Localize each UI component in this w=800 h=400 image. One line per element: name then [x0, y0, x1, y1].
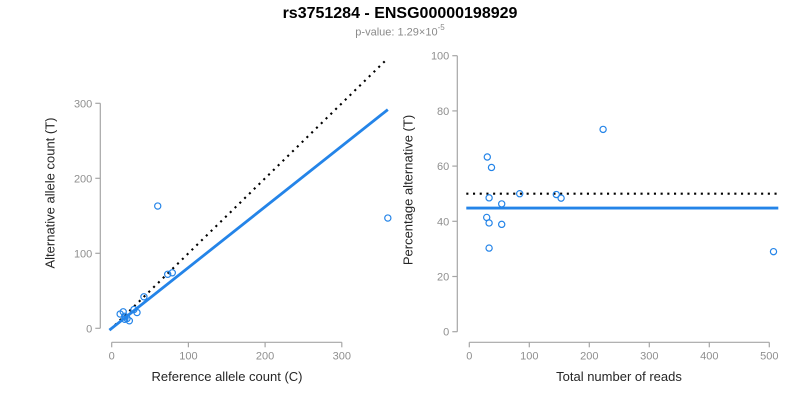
y-tick-label: 100 — [74, 248, 92, 260]
data-point — [163, 270, 172, 278]
data-point — [119, 308, 127, 316]
x-tick-label: 300 — [640, 350, 658, 362]
right-x-axis-title: Total number of reads — [556, 369, 682, 384]
left-x-axis-title: Reference allele count (C) — [151, 369, 303, 384]
x-tick-label: 200 — [256, 350, 274, 362]
x-tick-label: 0 — [466, 350, 472, 362]
p-value-label: p-value: 1.29×10-5 — [0, 23, 800, 39]
y-tick-label: 0 — [443, 327, 449, 339]
data-point — [599, 125, 607, 134]
data-point — [133, 308, 141, 317]
data-point — [487, 163, 496, 172]
x-tick-label: 500 — [760, 350, 778, 362]
data-point — [168, 269, 176, 277]
y-tick-label: 200 — [74, 173, 92, 185]
x-tick-label: 0 — [109, 350, 115, 362]
data-point — [483, 153, 491, 161]
x-tick-label: 100 — [179, 350, 197, 362]
data-point — [125, 317, 134, 325]
y-tick-label: 300 — [74, 98, 92, 110]
data-point — [485, 194, 493, 202]
data-point — [485, 244, 493, 252]
data-point — [557, 194, 565, 202]
p-value-mantissa: 1.29×10 — [397, 26, 438, 39]
p-value-prefix: p-value: — [355, 26, 398, 39]
y-tick-label: 0 — [86, 323, 92, 335]
x-tick-label: 100 — [520, 350, 538, 362]
data-point — [140, 293, 148, 301]
data-point — [121, 312, 129, 320]
y-tick-label: 20 — [437, 272, 449, 284]
data-point — [498, 220, 506, 229]
data-point — [498, 200, 506, 208]
data-point — [384, 214, 392, 222]
y-tick-label: 60 — [437, 161, 449, 173]
y-tick-label: 80 — [437, 106, 449, 118]
data-point — [123, 314, 131, 323]
chart-title: rs3751284 - ENSG00000198929 — [282, 5, 518, 22]
x-tick-label: 300 — [333, 350, 351, 362]
y-tick-label: 40 — [437, 216, 449, 228]
data-point — [769, 247, 778, 256]
data-point — [154, 202, 162, 210]
left-y-axis-title: Alternative allele count (T) — [42, 117, 58, 269]
p-value-exponent: -5 — [437, 23, 445, 32]
fit-line — [108, 108, 389, 332]
data-point — [516, 189, 524, 198]
x-tick-label: 400 — [700, 350, 718, 362]
reference-line — [109, 60, 386, 331]
data-point — [552, 190, 561, 199]
x-tick-label: 200 — [580, 350, 598, 362]
y-tick-label: 100 — [431, 51, 449, 63]
data-point — [483, 213, 491, 222]
right-y-axis-title: Percentage alternative (T) — [400, 114, 416, 266]
